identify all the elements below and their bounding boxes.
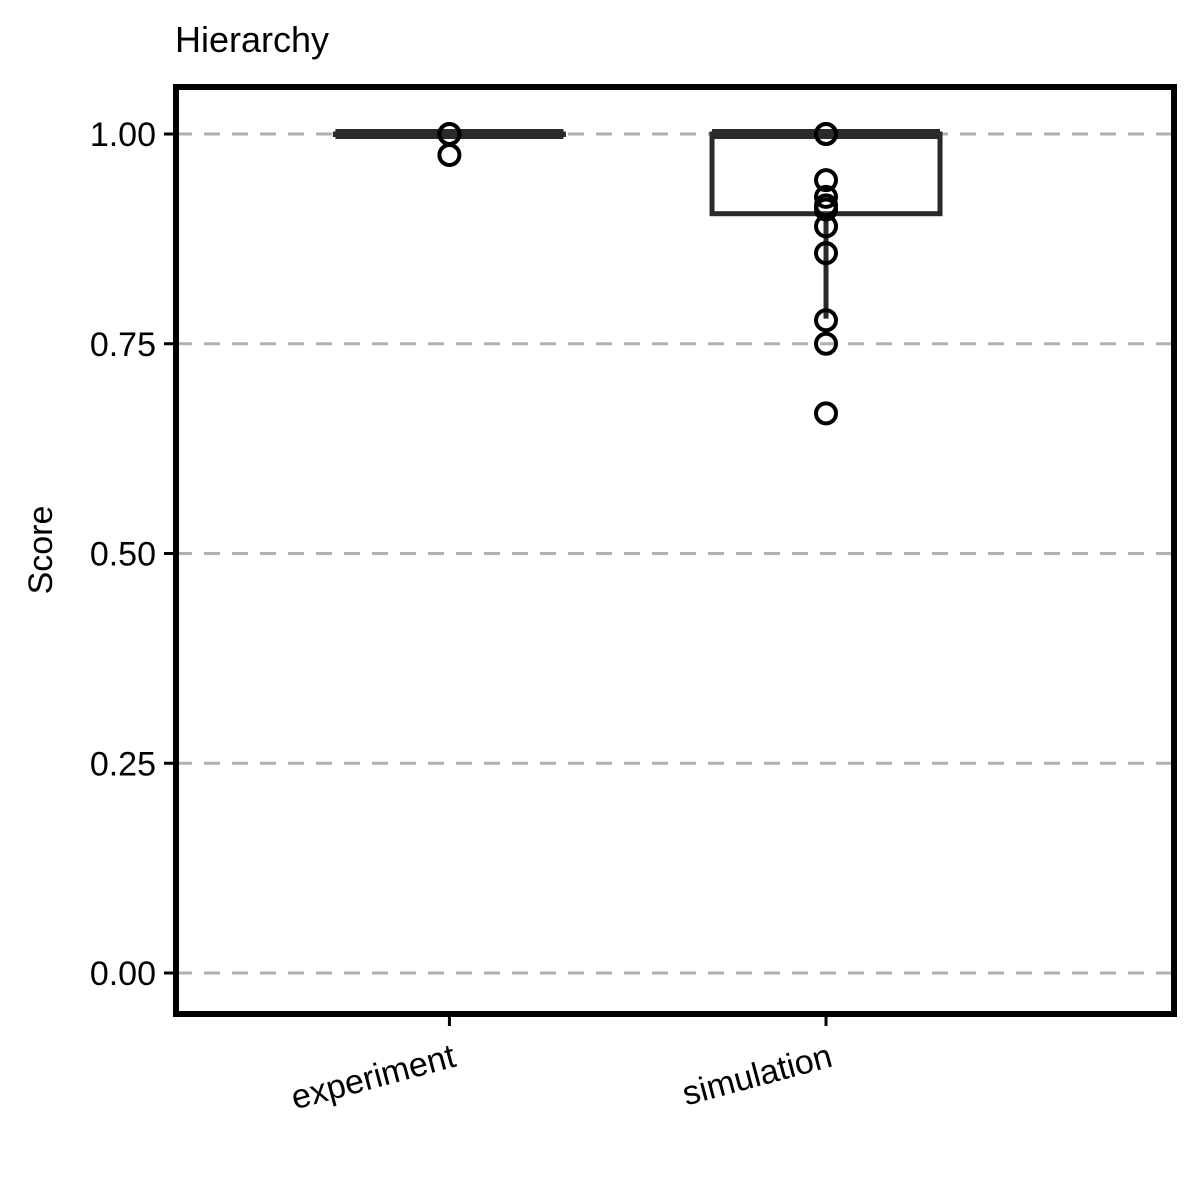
y-tick-label: 0.25 [90,745,156,783]
outlier-point [437,142,462,167]
y-tick-label: 1.00 [90,116,156,154]
y-tick-label: 0.50 [90,536,156,574]
outlier-point [814,122,839,146]
y-tick-label: 0.00 [90,955,156,993]
y-axis-ticks: 0.00 0.25 0.50 0.75 1.00 [90,116,176,993]
outlier-point [814,214,839,239]
y-tick-label: 0.75 [90,326,156,364]
grid-lines [176,132,1174,975]
x-tick-label-simulation: simulation [678,1037,836,1113]
outlier-point [814,197,839,222]
chart-title: Hierarchy [175,19,329,60]
outlier-point [814,401,839,426]
outlier-point [814,308,839,333]
outlier-point [814,184,839,209]
outlier-point [814,168,839,193]
box-simulation [709,129,943,319]
outlier-point [814,241,839,266]
x-axis-ticks: experiment simulation [287,1014,836,1117]
box-experiment [332,129,566,139]
plot-frame [173,84,1177,1017]
x-tick-label-experiment: experiment [287,1037,460,1117]
outlier-points [437,122,839,426]
outlier-point [814,331,839,356]
boxes [332,129,943,319]
y-axis-title: Score [22,506,60,595]
